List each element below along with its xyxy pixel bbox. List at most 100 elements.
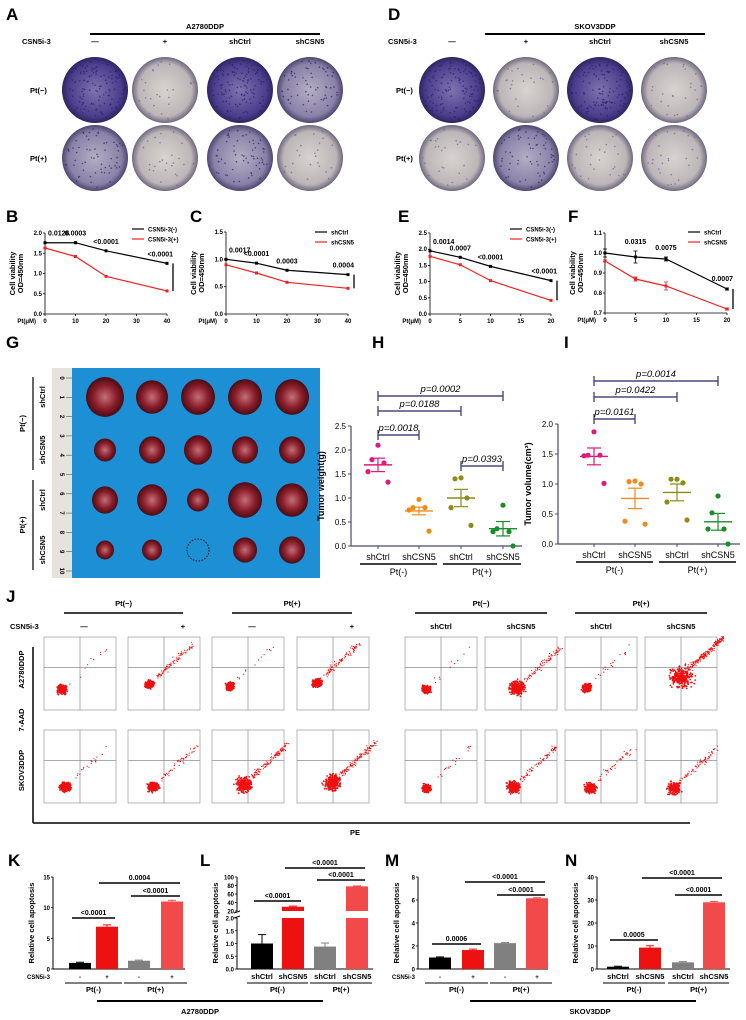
- flow-event-dot: [619, 654, 621, 656]
- culture-plate: [567, 125, 633, 191]
- flow-event-dot: [680, 677, 682, 679]
- colony-dot: [446, 184, 449, 186]
- colony-dot: [326, 74, 329, 77]
- colony-dot: [686, 115, 688, 118]
- flow-event-dot: [695, 660, 698, 662]
- colony-dot: [519, 180, 521, 183]
- colony-dot: [224, 89, 226, 91]
- y-tick-label: 0.8: [594, 291, 603, 297]
- flow-event-dot: [698, 659, 700, 661]
- colony-dot: [592, 89, 594, 91]
- column-label: +: [163, 37, 168, 46]
- flow-event-dot: [614, 660, 616, 662]
- flow-event-dot: [192, 645, 194, 647]
- colony-dot: [243, 84, 246, 87]
- colony-dot: [252, 139, 254, 142]
- colony-dot: [450, 65, 452, 67]
- flow-event-dot: [164, 668, 166, 670]
- flow-event-dot: [157, 785, 160, 788]
- flow-event-dot: [700, 658, 702, 660]
- colony-dot: [95, 109, 97, 111]
- flow-event-dot: [669, 672, 672, 674]
- column-label: +: [524, 37, 529, 46]
- colony-dot: [83, 88, 86, 91]
- y-tick-label: 2.0: [34, 231, 43, 237]
- colony-dot: [539, 153, 542, 155]
- flow-event-dot: [555, 649, 558, 651]
- flow-event-dot: [434, 681, 437, 684]
- flow-event-dot: [79, 773, 81, 775]
- flow-event-dot: [173, 660, 175, 662]
- data-point: [489, 264, 492, 268]
- colony-dot: [87, 110, 90, 112]
- flow-event-dot: [236, 778, 239, 780]
- flow-event-dot: [546, 661, 548, 663]
- flow-event-dot: [163, 669, 166, 671]
- colony-dot: [625, 79, 627, 82]
- flow-event-dot: [554, 654, 556, 656]
- colony-dot: [696, 98, 698, 101]
- data-point: [664, 499, 670, 505]
- flow-event-dot: [238, 776, 240, 779]
- flow-event-dot: [169, 666, 171, 668]
- flow-event-dot: [676, 672, 679, 675]
- data-point: [549, 279, 553, 283]
- flow-event-dot: [559, 649, 561, 651]
- colony-dot: [474, 144, 477, 147]
- flow-event-dot: [147, 679, 150, 681]
- flow-event-dot: [713, 647, 715, 650]
- colony-dot: [98, 99, 100, 101]
- colony-dot: [102, 94, 105, 96]
- flow-event-dot: [170, 662, 172, 664]
- colony-dot: [82, 102, 85, 104]
- colony-dot: [239, 78, 241, 81]
- flow-event-dot: [685, 672, 688, 674]
- colony-dot: [439, 69, 441, 71]
- colony-dot: [105, 91, 107, 94]
- colony-dot: [82, 93, 85, 95]
- colony-dot: [138, 99, 141, 102]
- y-tick-label: 0.0: [335, 542, 347, 551]
- flow-event-dot: [149, 787, 152, 789]
- colony-dot: [684, 97, 687, 99]
- flow-event-dot: [349, 647, 351, 649]
- flow-event-dot: [352, 648, 354, 650]
- flow-event-dot: [247, 786, 250, 789]
- flow-event-dot: [699, 656, 701, 659]
- colony-dot: [69, 88, 71, 90]
- colony-dot: [696, 157, 699, 159]
- flow-event-dot: [183, 762, 185, 764]
- colony-dot: [105, 141, 108, 144]
- colony-dot: [612, 167, 614, 170]
- data-point: [43, 241, 47, 245]
- colony-dot: [88, 75, 91, 78]
- data-point: [500, 502, 506, 508]
- colony-dot: [296, 94, 299, 96]
- series-line: [429, 250, 552, 282]
- colony-dot: [100, 163, 103, 165]
- colony-dot: [511, 80, 514, 82]
- colony-dot: [306, 178, 309, 180]
- colony-dot: [326, 104, 329, 107]
- colony-dot: [146, 140, 149, 142]
- colony-dot: [450, 79, 453, 82]
- flow-event-dot: [685, 687, 688, 690]
- flow-event-dot: [549, 658, 551, 660]
- colony-dot: [250, 89, 252, 91]
- series-line: [225, 264, 349, 289]
- data-point: [510, 543, 516, 549]
- flow-event-dot: [239, 777, 242, 780]
- flow-event-dot: [690, 666, 692, 668]
- flow-event-dot: [90, 760, 92, 762]
- flow-event-dot: [59, 789, 61, 791]
- colony-dot: [240, 93, 243, 96]
- flow-event-dot: [673, 677, 676, 680]
- colony-dot: [444, 89, 447, 91]
- ruler-label: 9: [58, 550, 64, 554]
- flow-event-dot: [59, 683, 61, 686]
- colony-dot: [585, 145, 588, 148]
- colony-dot: [470, 85, 473, 88]
- colony-dot: [511, 155, 514, 158]
- colony-dot: [73, 164, 75, 166]
- flow-event-dot: [178, 764, 180, 767]
